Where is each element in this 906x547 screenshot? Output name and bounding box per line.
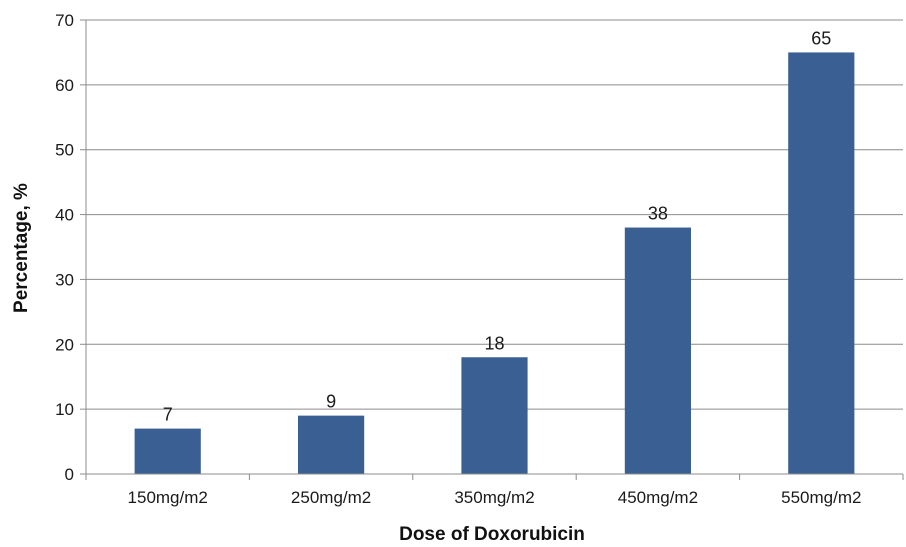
y-tick-label: 10 (55, 400, 74, 419)
bar (624, 227, 691, 474)
data-label: 38 (648, 204, 668, 224)
bar (298, 415, 365, 474)
data-label: 18 (484, 333, 504, 353)
y-tick-label: 0 (65, 465, 74, 484)
x-tick-label: 550mg/m2 (781, 488, 861, 507)
y-tick-label: 40 (55, 206, 74, 225)
y-tick-label: 70 (55, 11, 74, 30)
y-tick-label: 50 (55, 141, 74, 160)
bar (788, 52, 855, 475)
bar (461, 357, 528, 474)
y-tick-label: 60 (55, 76, 74, 95)
bars (134, 52, 855, 475)
y-tick-label: 20 (55, 335, 74, 354)
x-tick-label: 250mg/m2 (291, 488, 371, 507)
x-tick-label: 150mg/m2 (128, 488, 208, 507)
data-label: 9 (326, 392, 336, 412)
x-tick-label: 350mg/m2 (454, 488, 534, 507)
y-tick-label: 30 (55, 270, 74, 289)
gridlines (86, 19, 903, 410)
x-tick-label: 450mg/m2 (618, 488, 698, 507)
axes (80, 19, 904, 480)
data-label: 7 (163, 405, 173, 425)
x-axis-title: Dose of Doxorubicin (399, 524, 585, 545)
bar (134, 428, 201, 474)
data-label: 65 (811, 28, 831, 48)
labels: 0 10 20 30 40 50 60 70 7 150mg/m2 9 250mg/m2 18 350mg… (55, 11, 861, 507)
y-axis-title: Percentage, % (11, 183, 32, 313)
